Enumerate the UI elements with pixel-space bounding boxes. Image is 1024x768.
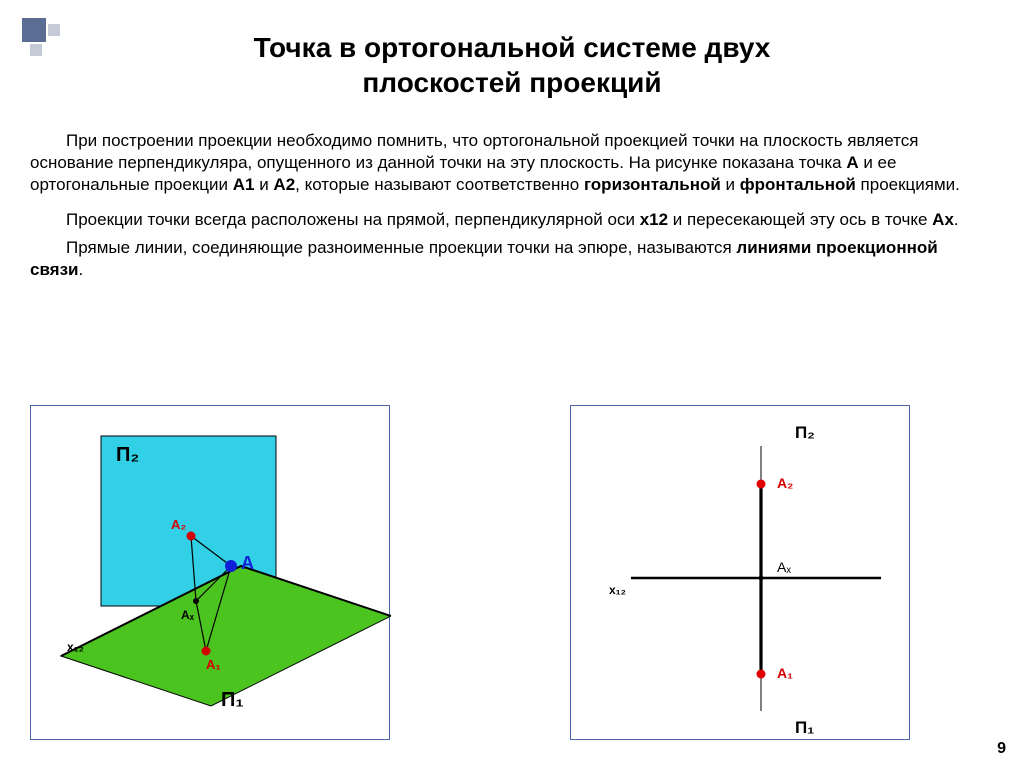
- svg-text:x₁₂: x₁₂: [609, 583, 626, 597]
- svg-text:A₁: A₁: [206, 657, 221, 672]
- title-line2: плоскостей проекций: [362, 67, 661, 98]
- svg-text:П₁: П₁: [221, 689, 244, 711]
- title-line1: Точка в ортогональной системе двух: [254, 32, 771, 63]
- svg-text:Aₓ: Aₓ: [777, 559, 791, 575]
- body-text: При построении проекции необходимо помни…: [30, 130, 990, 287]
- figure-3d-svg: П₂ П₁ A A₂ A₁ Aₓ x₁₂: [31, 406, 391, 741]
- figure-2d: П₂ П₁ A₂ A₁ Aₓ x₁₂: [570, 405, 910, 740]
- spacer: [30, 201, 990, 209]
- paragraph-2: Проекции точки всегда расположены на пря…: [30, 209, 990, 231]
- figures-row: П₂ П₁ A A₂ A₁ Aₓ x₁₂ П₂ П₁ A₂ A₁ Aₓ x₁₂: [30, 405, 990, 740]
- paragraph-3: Прямые линии, соединяющие разноименные п…: [30, 237, 990, 281]
- slide-title: Точка в ортогональной системе двух плоск…: [0, 30, 1024, 100]
- svg-text:A₁: A₁: [777, 665, 793, 681]
- page-number: 9: [997, 740, 1006, 758]
- svg-text:П₁: П₁: [795, 718, 814, 737]
- svg-text:A: A: [241, 553, 254, 573]
- svg-text:A₂: A₂: [777, 475, 793, 491]
- svg-text:П₂: П₂: [116, 444, 139, 466]
- figure-3d: П₂ П₁ A A₂ A₁ Aₓ x₁₂: [30, 405, 390, 740]
- svg-text:П₂: П₂: [795, 423, 815, 442]
- svg-text:Aₓ: Aₓ: [181, 608, 195, 622]
- svg-text:x₁₂: x₁₂: [67, 640, 84, 654]
- figure-2d-svg: П₂ П₁ A₂ A₁ Aₓ x₁₂: [571, 406, 911, 741]
- paragraph-1: При построении проекции необходимо помни…: [30, 130, 990, 195]
- svg-text:A₂: A₂: [171, 517, 186, 532]
